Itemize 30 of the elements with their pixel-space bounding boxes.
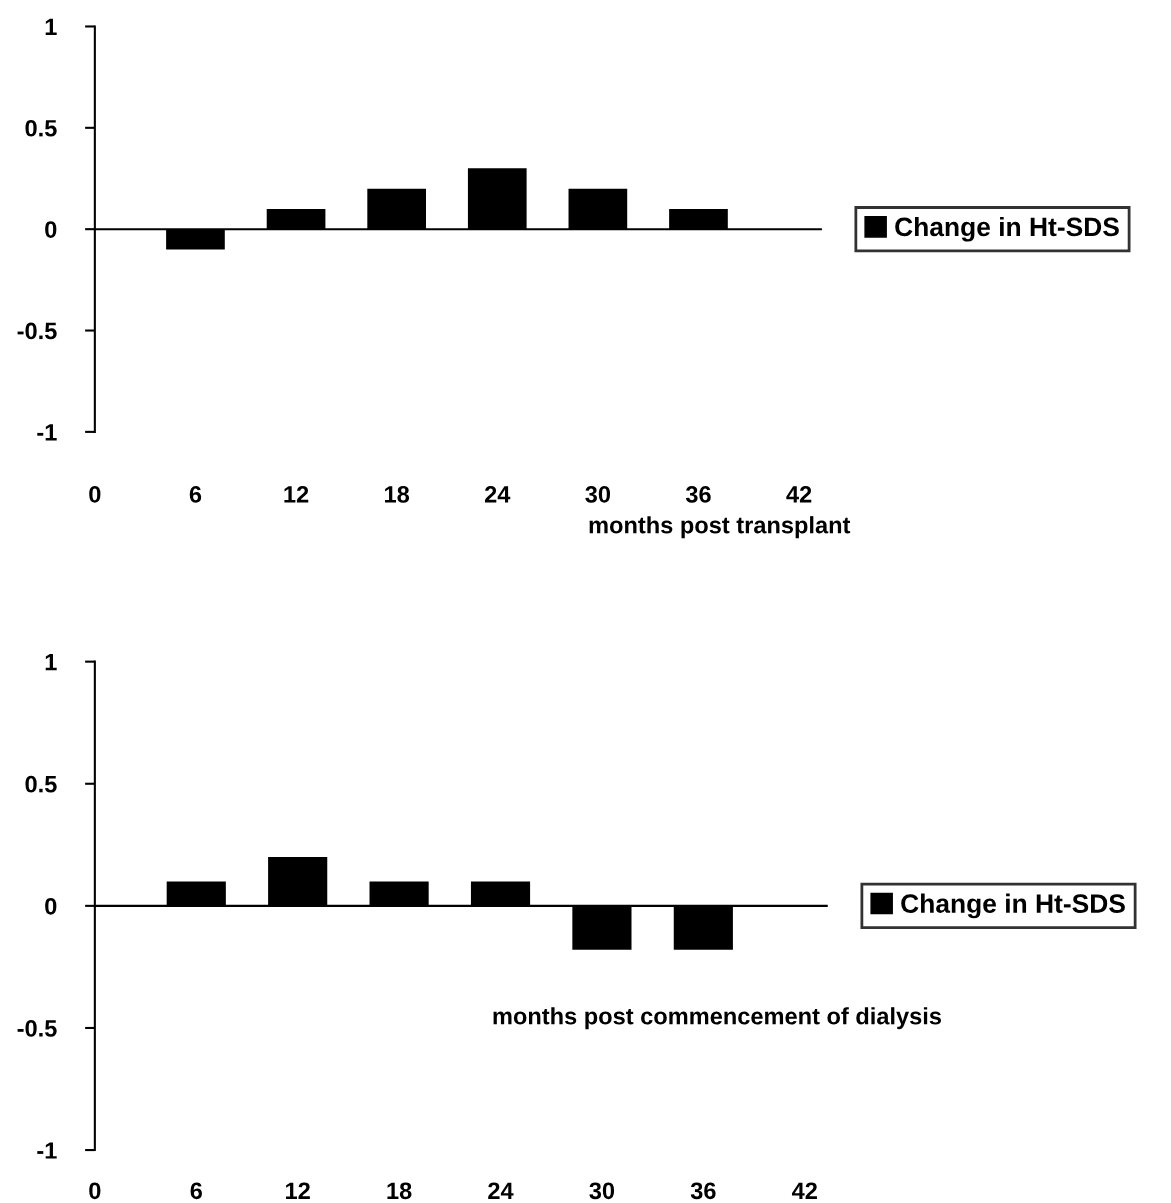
x-tick-label: 24 (484, 486, 511, 503)
x-tick-label: 42 (786, 486, 812, 503)
x-tick-label: 0 (89, 1182, 101, 1200)
x-tick-label: 6 (189, 486, 202, 503)
x-tick-label: 0 (89, 486, 101, 503)
x-tick-label: 24 (488, 1182, 514, 1199)
x-tick-label: 6 (190, 1182, 202, 1200)
x-tick-label: 36 (685, 486, 711, 503)
y-tick-label: 0.5 (25, 119, 57, 137)
x-tick-label: 18 (387, 1182, 412, 1200)
x-tick-label: 36 (690, 1182, 716, 1200)
x-tick-label: 30 (589, 1182, 615, 1200)
y-tick-label: 0.5 (25, 775, 57, 793)
y-tick-label: 0 (45, 221, 57, 238)
x-tick-label: 12 (286, 1182, 310, 1199)
y-tick-label: 1 (45, 18, 57, 36)
y-tick-label: -0.5 (17, 1020, 57, 1037)
y-tick-label: 1 (45, 653, 57, 671)
x-tick-label: 30 (585, 486, 611, 503)
y-tick-label: -1 (37, 424, 57, 441)
x-axis-title: months post transplant (589, 516, 851, 539)
legend-label: Change in Ht-SDS (895, 216, 1119, 242)
x-tick-label: 42 (791, 1182, 817, 1199)
y-tick-label: 0 (45, 897, 57, 915)
y-tick-label: -0.5 (17, 322, 57, 340)
x-axis-title: months post commencement of dialysis (493, 1007, 941, 1030)
legend-label: Change in Ht-SDS (901, 893, 1125, 919)
y-tick-label: -1 (37, 1142, 57, 1159)
x-tick-label: 12 (284, 486, 309, 503)
x-tick-label: 18 (385, 486, 410, 503)
